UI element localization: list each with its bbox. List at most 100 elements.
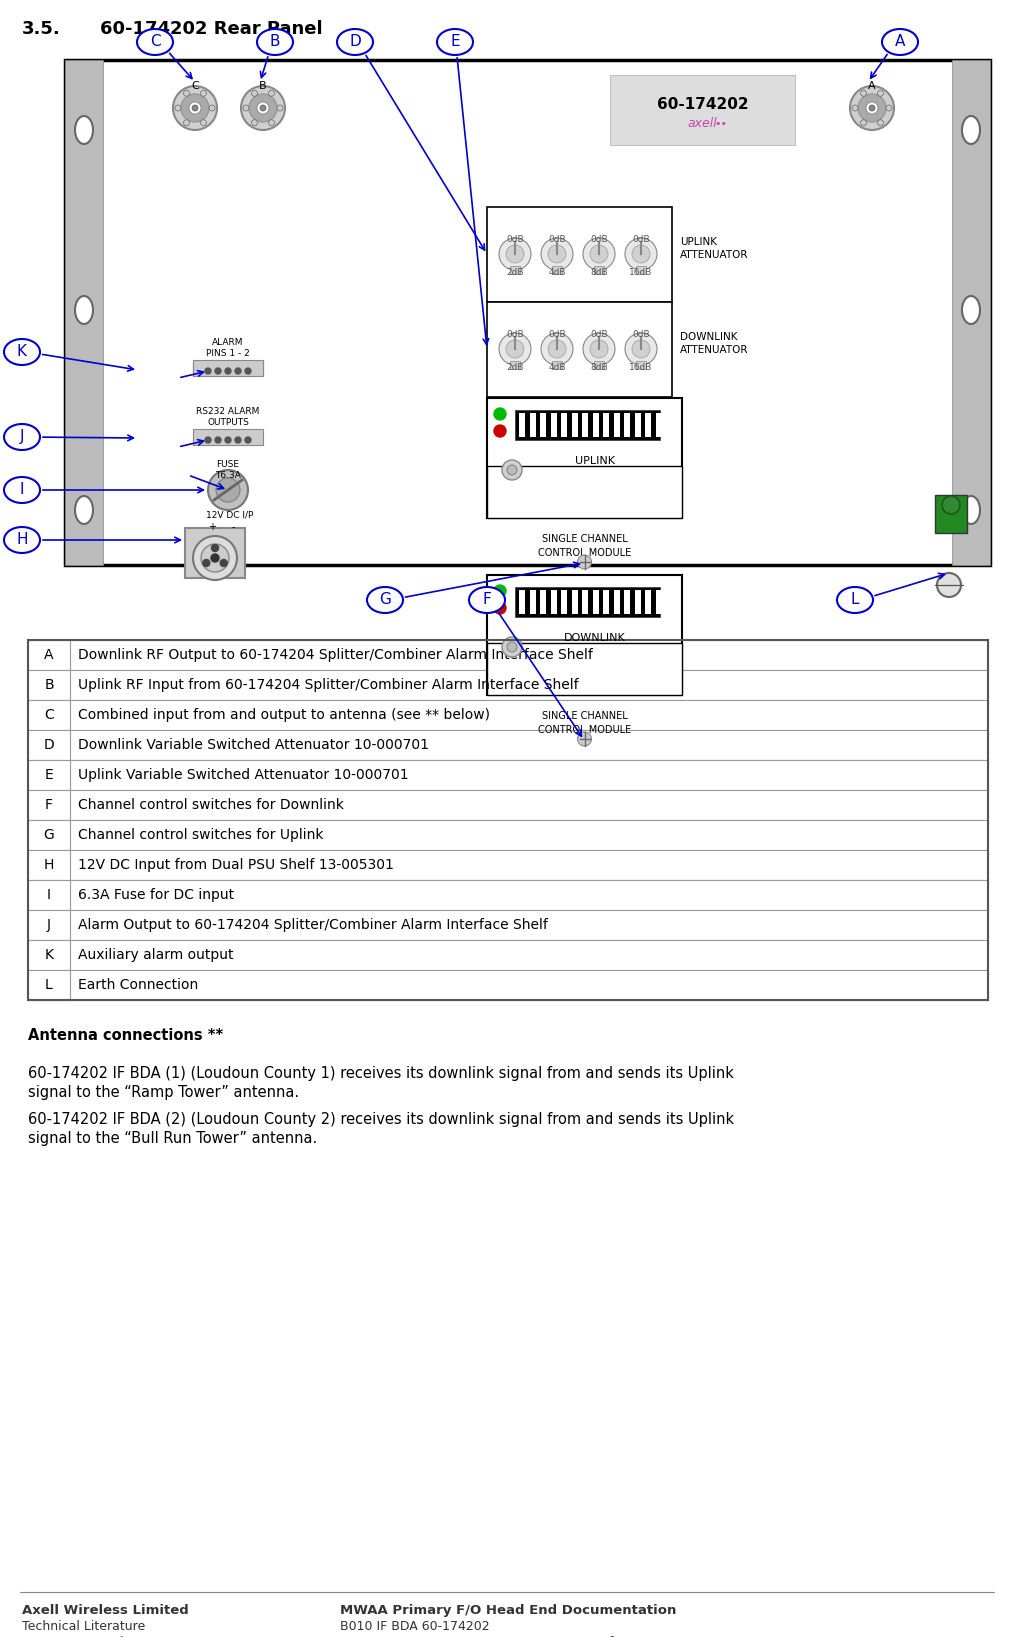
Circle shape	[192, 105, 198, 111]
Text: C: C	[191, 80, 199, 92]
Bar	[593, 589, 599, 614]
Text: Channel control switches for Uplink: Channel control switches for Uplink	[78, 828, 323, 841]
Ellipse shape	[882, 29, 918, 56]
Text: 2dB: 2dB	[506, 363, 524, 372]
Ellipse shape	[437, 29, 473, 56]
Circle shape	[877, 90, 883, 97]
Text: axell: axell	[687, 116, 717, 129]
Bar	[28, 940, 988, 971]
Bar	[552, 265, 562, 273]
Circle shape	[548, 246, 566, 264]
Bar	[656, 589, 662, 614]
Bar	[572, 589, 578, 614]
Circle shape	[632, 340, 650, 359]
Circle shape	[507, 642, 517, 652]
Circle shape	[578, 732, 591, 746]
Circle shape	[260, 105, 266, 111]
Bar	[193, 360, 263, 377]
Circle shape	[502, 460, 522, 480]
Bar	[28, 820, 70, 850]
Bar	[28, 910, 70, 940]
Text: Channel control switches for Downlink: Channel control switches for Downlink	[78, 797, 344, 812]
Bar	[28, 850, 988, 881]
Ellipse shape	[4, 424, 40, 450]
Circle shape	[578, 555, 591, 570]
Bar	[28, 971, 70, 1000]
Text: Downlink Variable Switched Attenuator 10-000701: Downlink Variable Switched Attenuator 10…	[78, 738, 429, 751]
Text: 0dB: 0dB	[590, 236, 607, 244]
Text: DOWNLINK: DOWNLINK	[564, 634, 626, 643]
Circle shape	[211, 553, 219, 561]
Bar	[28, 640, 988, 1000]
Ellipse shape	[257, 29, 293, 56]
Circle shape	[583, 332, 615, 365]
Circle shape	[193, 535, 237, 579]
Ellipse shape	[962, 296, 980, 324]
Text: 16dB: 16dB	[630, 363, 653, 372]
Bar	[613, 413, 620, 437]
Circle shape	[225, 368, 231, 373]
Bar	[510, 265, 520, 273]
Text: H: H	[16, 532, 27, 547]
Bar	[635, 589, 641, 614]
Circle shape	[189, 101, 201, 115]
Bar	[28, 701, 70, 730]
Circle shape	[209, 105, 215, 111]
Text: 4dB: 4dB	[549, 363, 566, 372]
Bar	[582, 589, 588, 614]
Ellipse shape	[137, 29, 173, 56]
Bar	[65, 61, 103, 565]
Text: 60-174202 IF BDA (2) (Loudoun County 2) receives its downlink signal from and se: 60-174202 IF BDA (2) (Loudoun County 2) …	[28, 1112, 734, 1126]
Bar	[65, 61, 990, 565]
Bar	[646, 413, 651, 437]
Bar	[610, 75, 795, 146]
Bar	[646, 589, 651, 614]
Circle shape	[245, 368, 251, 373]
Ellipse shape	[4, 527, 40, 553]
Text: signal to the “Bull Run Tower” antenna.: signal to the “Bull Run Tower” antenna.	[28, 1131, 317, 1146]
Circle shape	[632, 246, 650, 264]
Circle shape	[208, 470, 248, 511]
Bar	[636, 265, 646, 273]
Circle shape	[861, 90, 867, 97]
Circle shape	[201, 543, 229, 571]
Text: I: I	[47, 887, 51, 902]
Circle shape	[235, 368, 241, 373]
Text: B010 IF BDA 60-174202: B010 IF BDA 60-174202	[340, 1621, 490, 1634]
Text: J: J	[47, 918, 51, 931]
Ellipse shape	[75, 116, 93, 144]
Bar	[487, 643, 682, 696]
Bar	[625, 413, 631, 437]
Circle shape	[494, 584, 506, 598]
Circle shape	[277, 105, 283, 111]
Circle shape	[937, 573, 961, 598]
Bar	[487, 575, 682, 696]
Text: CONTROL MODULE: CONTROL MODULE	[537, 548, 631, 558]
Circle shape	[886, 105, 892, 111]
Bar	[603, 589, 609, 614]
Circle shape	[241, 87, 285, 129]
Text: C: C	[45, 707, 54, 722]
Text: 60-174202: 60-174202	[657, 97, 748, 111]
FancyArrow shape	[193, 362, 263, 375]
Circle shape	[494, 426, 506, 437]
Text: B: B	[260, 80, 267, 92]
Circle shape	[866, 101, 878, 115]
Bar	[552, 362, 562, 368]
Bar	[185, 529, 245, 578]
Text: Earth Connection: Earth Connection	[78, 977, 199, 992]
Ellipse shape	[4, 339, 40, 365]
Circle shape	[269, 120, 275, 126]
Circle shape	[212, 545, 218, 552]
Text: DOWNLINK
ATTENUATOR: DOWNLINK ATTENUATOR	[680, 332, 748, 355]
Text: 16dB: 16dB	[630, 268, 653, 277]
Text: G: G	[379, 593, 391, 607]
Text: E: E	[45, 768, 54, 782]
Bar	[635, 413, 641, 437]
Bar	[28, 730, 988, 760]
Bar	[28, 850, 70, 881]
Circle shape	[942, 496, 960, 514]
Bar	[551, 589, 557, 614]
Circle shape	[205, 368, 211, 373]
Text: Uplink Variable Switched Attenuator 10-000701: Uplink Variable Switched Attenuator 10-0…	[78, 768, 409, 782]
